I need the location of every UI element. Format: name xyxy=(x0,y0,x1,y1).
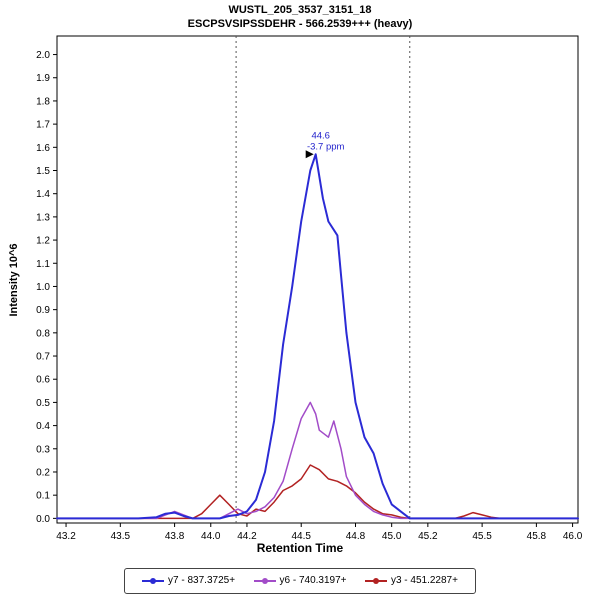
chart-titles: WUSTL_205_3537_3151_18 ESCPSVSIPSSDEHR -… xyxy=(0,3,600,31)
y-tick-label: 0.5 xyxy=(36,398,50,409)
y-tick-label: 1.7 xyxy=(36,120,50,131)
y-tick-label: 1.3 xyxy=(36,212,50,223)
y-tick-label: 1.4 xyxy=(36,189,50,200)
series-line-y3[interactable] xyxy=(56,464,579,520)
y-tick-label: 0.6 xyxy=(36,375,50,386)
peak-annotation: 44.6-3.7 ppm xyxy=(305,130,345,159)
peak-ppm-label: -3.7 ppm xyxy=(307,141,345,152)
legend-label: y3 - 451.2287+ xyxy=(390,575,458,587)
x-tick-label: 44.2 xyxy=(237,531,257,542)
y-tick-label: 1.1 xyxy=(36,259,50,270)
legend-item-y6: y6 - 740.3197+ xyxy=(253,575,347,587)
y-tick-label: 0.0 xyxy=(36,514,50,525)
y-tick-label: 1.8 xyxy=(36,96,50,107)
y-tick-label: 0.4 xyxy=(36,421,50,432)
y-tick-label: 1.0 xyxy=(36,282,50,293)
y-tick-label: 1.5 xyxy=(36,166,50,177)
y-tick-label: 0.9 xyxy=(36,305,50,316)
x-tick-label: 43.5 xyxy=(111,531,131,542)
y-tick-label: 1.6 xyxy=(36,143,50,154)
x-tick-label: 43.2 xyxy=(56,531,76,542)
y-tick-label: 0.3 xyxy=(36,444,50,455)
y-tick-label: 0.2 xyxy=(36,467,50,478)
x-tick-label: 45.8 xyxy=(527,531,547,542)
legend-box: y7 - 837.3725+ y6 - 740.3197+ y3 - 451.2… xyxy=(124,568,476,594)
legend: y7 - 837.3725+ y6 - 740.3197+ y3 - 451.2… xyxy=(0,568,600,594)
x-tick-label: 44.0 xyxy=(201,531,221,542)
x-tick-label: 43.8 xyxy=(165,531,185,542)
y-tick-label: 0.8 xyxy=(36,328,50,339)
x-tick-label: 46.0 xyxy=(563,531,583,542)
chart-title: WUSTL_205_3537_3151_18 xyxy=(228,4,372,16)
peak-rt-label: 44.6 xyxy=(311,130,330,141)
y-tick-label: 1.2 xyxy=(36,236,50,247)
y-tick-label: 1.9 xyxy=(36,73,50,84)
series-line-y6[interactable] xyxy=(56,401,579,520)
line-marker-icon xyxy=(142,576,165,586)
legend-label: y6 - 740.3197+ xyxy=(279,575,347,587)
plot-frame xyxy=(56,35,579,524)
x-tick-label: 45.5 xyxy=(472,531,492,542)
y-tick-label: 0.1 xyxy=(36,491,50,502)
x-tick-label: 44.5 xyxy=(291,531,311,542)
x-tick-label: 44.8 xyxy=(346,531,366,542)
y-axis: 0.0 0.1 0.2 0.3 0.4 0.5 0.6 0.7 0.8 0.9 1.0 1.1 1.2 1… xyxy=(36,50,57,525)
legend-item-y3: y3 - 451.2287+ xyxy=(364,575,458,587)
peak-arrow-icon xyxy=(305,150,314,159)
y-tick-label: 0.7 xyxy=(36,352,50,363)
x-axis-label: Retention Time xyxy=(256,541,344,555)
x-tick-label: 45.2 xyxy=(418,531,438,542)
chart-subtitle: ESCPSVSIPSSDEHR - 566.2539+++ (heavy) xyxy=(187,18,413,30)
legend-label: y7 - 837.3725+ xyxy=(168,575,236,587)
chromatogram-plot[interactable]: 0.0 0.1 0.2 0.3 0.4 0.5 0.6 0.7 0.8 0.9 1.0 1.1 1.2 1… xyxy=(0,0,600,545)
y-tick-label: 2.0 xyxy=(36,50,50,61)
legend-item-y7: y7 - 837.3725+ xyxy=(142,575,235,586)
line-marker-icon xyxy=(253,576,276,586)
line-marker-icon xyxy=(364,576,387,586)
x-axis: 43.2 43.5 43.8 44.0 44.2 44.5 44.8 45.0 45.2 45.5… xyxy=(56,523,583,542)
series-line-y7[interactable] xyxy=(56,153,579,520)
x-tick-label: 45.0 xyxy=(382,531,402,542)
